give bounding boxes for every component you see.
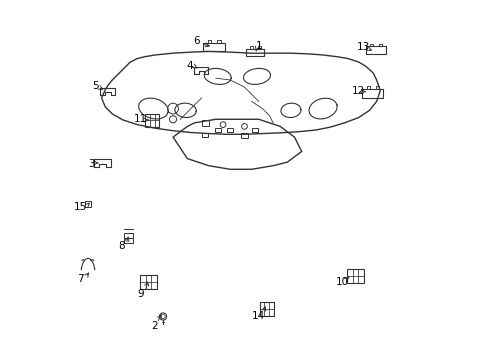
Text: 5: 5 [92, 81, 98, 91]
Bar [145, 113, 159, 127]
Text: 13: 13 [356, 42, 369, 52]
Bar [140, 275, 156, 289]
Bar [259, 302, 273, 316]
Text: 6: 6 [193, 36, 199, 46]
Bar [201, 120, 208, 126]
Text: 4: 4 [186, 62, 193, 71]
Bar [214, 128, 220, 132]
Text: 11: 11 [133, 114, 146, 124]
Bar [365, 46, 385, 54]
Bar [252, 128, 258, 132]
Bar [346, 269, 363, 283]
Text: 7: 7 [78, 274, 84, 284]
Bar [202, 133, 208, 138]
Bar [227, 128, 233, 132]
Text: 3: 3 [88, 158, 95, 168]
Bar [85, 201, 91, 207]
Bar [246, 49, 264, 56]
Text: 8: 8 [118, 241, 124, 251]
Text: 15: 15 [73, 202, 87, 212]
Bar [362, 89, 382, 98]
Text: 2: 2 [151, 321, 158, 332]
Bar [241, 133, 247, 138]
Text: 1: 1 [255, 41, 262, 51]
Text: 9: 9 [137, 289, 143, 298]
Text: 12: 12 [351, 86, 365, 96]
Bar [203, 43, 224, 51]
Text: 14: 14 [251, 311, 264, 321]
Text: 10: 10 [335, 277, 348, 287]
Bar [123, 233, 133, 243]
